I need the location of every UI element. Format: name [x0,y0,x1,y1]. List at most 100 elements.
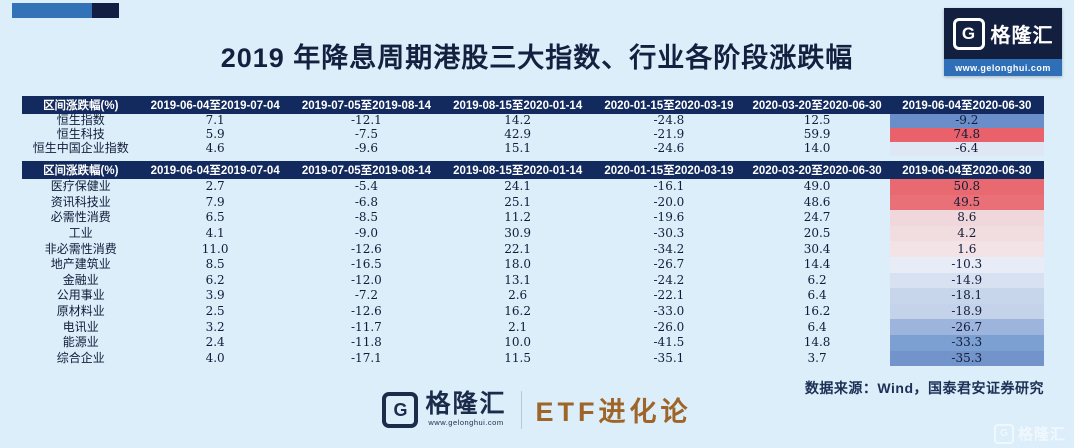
data-source-note: 数据来源：Wind，国泰君安证券研究 [804,380,1044,396]
value-cell: -8.5 [354,210,378,225]
footer-divider [520,390,522,429]
total-heatmap-cell: 4.2 [889,225,1044,242]
table-row: 非必需性消费 11.0 -12.6 22.1 -34.2 30.4 1.6 [22,241,1044,257]
value-cell: 48.6 [803,194,831,209]
row-label: 恒生中国企业指数 [32,141,129,156]
value-cell: -12.6 [351,241,382,256]
value-cell: 2.6 [508,288,528,303]
row-label: 电讯业 [62,319,99,334]
total-heatmap-cell: 1.6 [889,241,1044,257]
value-cell: -24.2 [653,272,685,287]
value-cell: 3.9 [205,288,225,303]
value-cell: 14.4 [803,257,831,272]
period-column-header: 2020-01-15至2020-03-19 [593,161,745,179]
value-cell: -20.0 [653,194,685,209]
row-label: 医疗保健业 [50,179,111,194]
value-cell: 2.5 [205,303,225,318]
row-label: 原材料业 [56,303,105,318]
value-cell: 6.2 [205,272,225,287]
period-column-header: 2019-06-04至2020-06-30 [889,96,1044,114]
decorative-bar-navy [92,3,119,18]
value-cell: 4.1 [205,225,225,240]
value-cell: -26.7 [653,257,685,272]
metric-header: 区间涨跌幅(%) [22,161,140,179]
table-row: 原材料业 2.5 -12.6 16.2 -33.0 16.2 -18.9 [22,303,1044,320]
value-cell: 24.7 [803,210,831,225]
value-cell: -24.8 [653,113,685,128]
value-cell: -7.5 [354,127,378,142]
total-heatmap-cell: -26.7 [889,319,1044,335]
value-cell: 14.2 [504,113,531,128]
total-heatmap-cell: 50.8 [889,179,1044,195]
period-column-header: 2019-07-05至2019-08-14 [290,161,443,179]
total-heatmap-cell: -10.3 [889,256,1044,273]
value-cell: 24.1 [504,179,531,194]
total-heatmap-cell: 74.8 [889,128,1044,142]
value-cell: 5.9 [205,127,225,142]
value-cell: -12.0 [351,272,382,287]
value-cell: 30.4 [803,241,831,256]
row-label: 地产建筑业 [50,257,111,272]
period-column-header: 2019-06-04至2019-07-04 [139,161,291,179]
value-cell: -6.8 [354,194,378,209]
row-label: 工业 [68,225,93,240]
index-performance-table: 区间涨跌幅(%) 2019-06-04至2019-07-04 2019-07-05至… [22,96,1044,156]
value-cell: 49.0 [803,179,831,194]
watermark-logo-icon: G [993,423,1014,444]
row-label: 综合企业 [56,350,105,365]
total-heatmap-cell: -33.3 [889,334,1044,351]
value-cell: -35.1 [653,350,685,365]
period-column-header: 2020-03-20至2020-06-30 [744,161,890,179]
value-cell: 10.0 [504,335,531,350]
table-row: 恒生科技 5.9 -7.5 42.9 -21.9 59.9 74.8 [22,128,1044,142]
value-cell: 7.1 [205,113,225,128]
table-row: 能源业 2.4 -11.8 10.0 -41.5 14.8 -33.3 [22,334,1044,351]
row-label: 能源业 [62,335,99,350]
footer-brand-lockup: G 格隆汇 www.gelonghui.com ETF进化论 [0,390,1074,429]
value-cell: 59.9 [803,127,831,142]
metric-header: 区间涨跌幅(%) [22,96,140,114]
gelonghui-brand-box: G 格隆汇 www.gelonghui.com [944,8,1062,76]
table-row: 资讯科技业 7.9 -6.8 25.1 -20.0 48.6 49.5 [22,194,1044,211]
value-cell: -16.5 [351,257,382,272]
value-cell: 12.5 [803,113,831,128]
value-cell: -12.1 [351,113,382,128]
total-heatmap-cell: -6.4 [889,142,1044,156]
footer-partner-name: ETF进化论 [535,397,692,427]
value-cell: 25.1 [504,194,531,209]
value-cell: -26.0 [653,319,685,334]
watermark-brand-name: 格隆汇 [1017,426,1066,443]
value-cell: 6.4 [807,288,827,303]
value-cell: -11.8 [351,335,382,350]
table-row: 公用事业 3.9 -7.2 2.6 -22.1 6.4 -18.1 [22,288,1044,304]
footer-brand-url: www.gelonghui.com [428,418,504,428]
total-heatmap-cell: -18.1 [889,288,1044,304]
tables-container: 区间涨跌幅(%) 2019-06-04至2019-07-04 2019-07-05至… [22,96,1044,367]
row-label: 必需性消费 [50,210,111,225]
row-label: 公用事业 [56,288,105,303]
value-cell: 7.9 [205,194,225,209]
value-cell: 6.2 [807,272,827,287]
table-row: 医疗保健业 2.7 -5.4 24.1 -16.1 49.0 50.8 [22,179,1044,195]
value-cell: 14.0 [803,141,831,156]
value-cell: 20.5 [803,225,831,240]
value-cell: 6.4 [807,319,827,334]
table-row: 恒生中国企业指数 4.6 -9.6 15.1 -24.6 14.0 -6.4 [22,142,1044,156]
total-heatmap-cell: 49.5 [889,194,1044,211]
page-title: 2019 年降息周期港股三大指数、行业各阶段涨跌幅 [220,43,854,73]
table-row: 恒生指数 7.1 -12.1 14.2 -24.8 12.5 -9.2 [22,114,1044,128]
period-column-header: 2020-01-15至2020-03-19 [593,96,745,114]
value-cell: 16.2 [504,303,531,318]
table-row: 电讯业 3.2 -11.7 2.1 -26.0 6.4 -26.7 [22,319,1044,335]
value-cell: 2.1 [508,319,528,334]
value-cell: 42.9 [504,127,531,142]
total-heatmap-cell: -18.9 [889,303,1044,320]
table-row: 金融业 6.2 -12.0 13.1 -24.2 6.2 -14.9 [22,272,1044,289]
value-cell: 4.0 [205,350,225,365]
value-cell: 6.5 [205,210,225,225]
value-cell: -5.4 [354,179,378,194]
value-cell: -34.2 [653,241,685,256]
table-row: 必需性消费 6.5 -8.5 11.2 -19.6 24.7 8.6 [22,210,1044,226]
table-row: 工业 4.1 -9.0 30.9 -30.3 20.5 4.2 [22,225,1044,242]
total-heatmap-cell: -14.9 [889,272,1044,289]
